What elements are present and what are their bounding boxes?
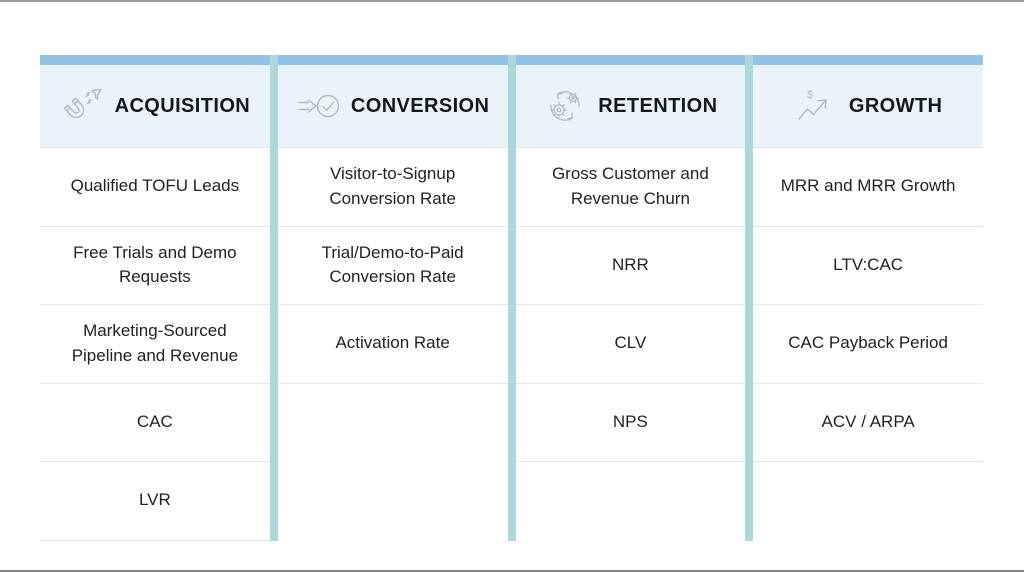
column-growth: $ GROWTH MRR and MRR Growth LTV:CAC CAC Pa… xyxy=(753,55,983,541)
column-header-growth: $ GROWTH xyxy=(753,65,983,148)
column-top-bar xyxy=(753,55,983,65)
metric-cell: CLV xyxy=(515,305,746,384)
metric-cell: Gross Customer and Revenue Churn xyxy=(515,148,746,227)
column-top-bar xyxy=(277,55,508,65)
column-top-bar xyxy=(515,55,746,65)
column-cells: Gross Customer and Revenue Churn NRR CLV NP… xyxy=(515,148,746,541)
metric-cell: Trial/Demo-to-Paid Conversion Rate xyxy=(277,227,508,305)
column-divider xyxy=(269,55,278,541)
column-divider xyxy=(507,55,516,541)
top-edge-artifact xyxy=(0,0,1024,2)
empty-space xyxy=(278,384,508,542)
column-cells: Qualified TOFU Leads Free Trials and Demo… xyxy=(40,148,270,541)
column-title: RETENTION xyxy=(598,94,718,117)
column-top-bar xyxy=(40,55,270,65)
column-header-acquisition: ACQUISITION xyxy=(40,65,270,148)
empty-space xyxy=(753,462,983,541)
magnet-icon xyxy=(60,86,106,126)
arrow-check-icon xyxy=(296,86,342,126)
metric-cell: LVR xyxy=(40,462,270,541)
column-title: GROWTH xyxy=(848,94,943,117)
metric-cell: Visitor-to-Signup Conversion Rate xyxy=(277,148,508,227)
column-title: ACQUISITION xyxy=(114,94,251,117)
empty-space xyxy=(516,462,746,541)
metric-cell: NPS xyxy=(515,384,746,462)
dollar-growth-icon: $ xyxy=(794,86,840,126)
column-header-conversion: CONVERSION xyxy=(277,65,508,148)
gears-cycle-icon xyxy=(543,86,589,126)
column-header-retention: RETENTION xyxy=(515,65,746,148)
metric-cell: MRR and MRR Growth xyxy=(753,148,983,227)
bottom-edge-artifact xyxy=(0,570,1024,572)
column-conversion: CONVERSION Visitor-to-Signup Conversion … xyxy=(277,55,508,542)
column-cells: MRR and MRR Growth LTV:CAC CAC Payback Per… xyxy=(753,148,983,541)
metric-cell: Free Trials and Demo Requests xyxy=(40,227,270,305)
empty-space xyxy=(40,541,270,542)
column-retention: RETENTION Gross Customer and Revenue Chu… xyxy=(515,55,746,541)
metric-cell: NRR xyxy=(515,227,746,305)
metric-cell: Marketing-Sourced Pipeline and Revenue xyxy=(40,305,270,384)
svg-text:$: $ xyxy=(807,89,813,101)
column-divider xyxy=(745,55,754,541)
column-acquisition: ACQUISITION Qualified TOFU Leads Free Tri… xyxy=(40,55,270,541)
metric-cell: CAC xyxy=(40,384,270,462)
metric-cell: CAC Payback Period xyxy=(753,305,983,384)
metric-cell: Qualified TOFU Leads xyxy=(40,148,270,227)
metric-cell: ACV / ARPA xyxy=(753,384,983,462)
column-cells: Visitor-to-Signup Conversion Rate Trial/D… xyxy=(277,148,508,542)
column-title: CONVERSION xyxy=(350,94,490,117)
metric-cell: LTV:CAC xyxy=(753,227,983,305)
metric-cell: Activation Rate xyxy=(277,305,508,384)
funnel-metrics-table: ACQUISITION Qualified TOFU Leads Free Tri… xyxy=(40,55,983,541)
